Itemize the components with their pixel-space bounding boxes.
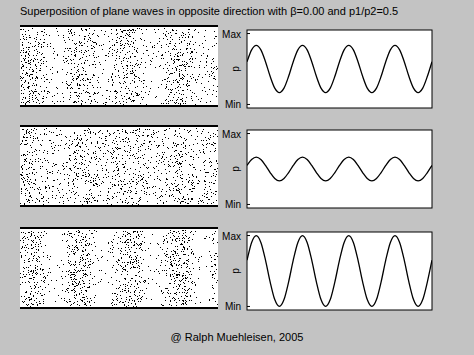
pressure-line xyxy=(247,157,432,181)
y-tick xyxy=(247,33,250,34)
plot-marks xyxy=(247,236,432,307)
y-tick xyxy=(247,235,250,236)
tube-wall xyxy=(20,25,218,27)
figure: Superposition of plane waves in opposite… xyxy=(0,0,474,355)
particle-area xyxy=(20,126,218,206)
y-label: p xyxy=(230,166,241,172)
plot-marks xyxy=(247,45,432,92)
tube-wall xyxy=(20,227,218,229)
y-tick xyxy=(247,104,250,105)
particles xyxy=(20,28,218,105)
y-tick-label: Max xyxy=(222,29,241,40)
background xyxy=(0,0,474,355)
title: Superposition of plane waves in opposite… xyxy=(20,5,398,17)
y-label: p xyxy=(230,268,241,274)
footer: @ Ralph Muehleisen, 2005 xyxy=(171,331,304,343)
tube-wall xyxy=(20,125,218,127)
particles xyxy=(20,230,218,307)
y-tick xyxy=(247,204,250,205)
plot-frame xyxy=(247,30,432,108)
y-tick-label: Min xyxy=(225,301,241,312)
plot-frame xyxy=(247,130,432,208)
tube-wall xyxy=(20,307,218,309)
pressure-line xyxy=(247,45,432,92)
tube-wall xyxy=(20,205,218,207)
y-tick xyxy=(247,133,250,134)
y-tick xyxy=(247,306,250,307)
particle-area xyxy=(20,26,218,106)
y-tick-label: Min xyxy=(225,199,241,210)
particle-area xyxy=(20,228,218,308)
y-label: p xyxy=(230,66,241,72)
y-tick-label: Max xyxy=(222,231,241,242)
panel: Max Min p xyxy=(20,228,432,312)
y-tick-label: Max xyxy=(222,129,241,140)
y-tick-label: Min xyxy=(225,99,241,110)
panel: Max Min p xyxy=(20,26,432,110)
plot-frame xyxy=(247,232,432,310)
plot-marks xyxy=(247,157,432,181)
panel: Max Min p xyxy=(20,126,432,210)
tube-wall xyxy=(20,105,218,107)
pressure-line xyxy=(247,236,432,307)
particles xyxy=(20,128,218,205)
